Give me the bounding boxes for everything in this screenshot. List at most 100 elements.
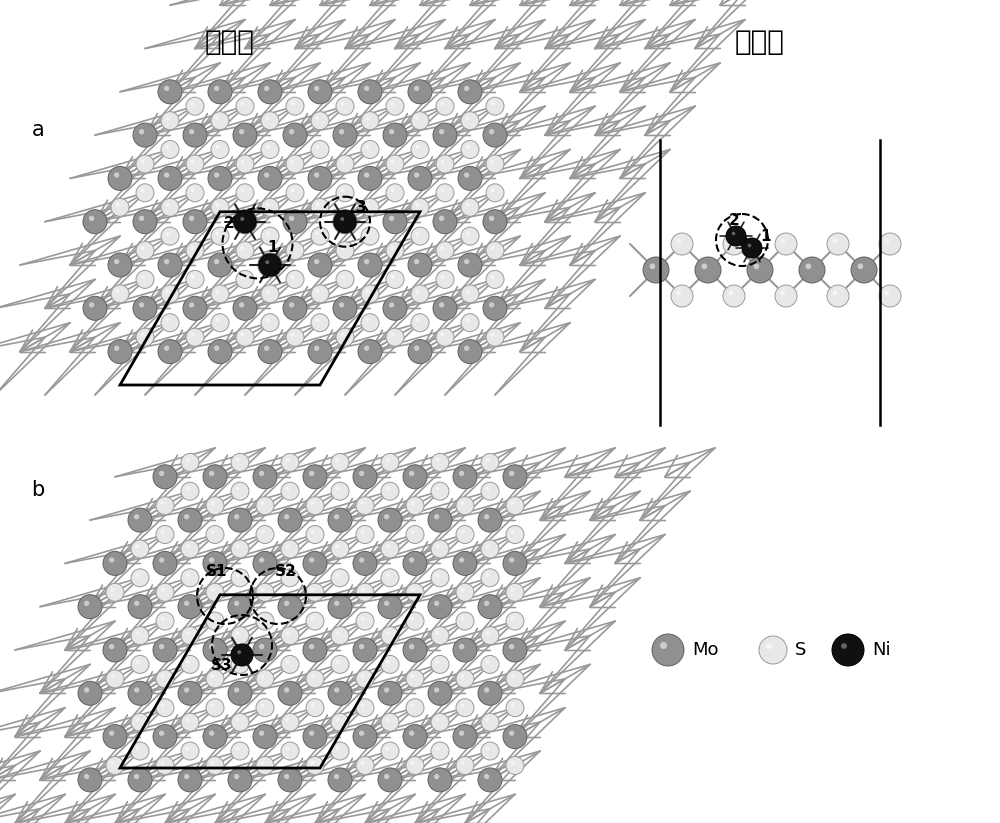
Circle shape	[403, 638, 427, 662]
Circle shape	[490, 188, 494, 193]
Circle shape	[306, 756, 324, 774]
Circle shape	[431, 453, 449, 472]
Circle shape	[331, 742, 349, 760]
Circle shape	[253, 638, 277, 662]
Circle shape	[236, 97, 254, 115]
Circle shape	[186, 746, 189, 751]
Circle shape	[164, 86, 169, 91]
Circle shape	[851, 257, 877, 283]
Circle shape	[331, 714, 349, 731]
Circle shape	[253, 551, 277, 575]
Circle shape	[340, 102, 344, 105]
Circle shape	[336, 184, 354, 202]
Circle shape	[486, 486, 489, 491]
Circle shape	[161, 198, 179, 216]
Circle shape	[237, 650, 241, 654]
Circle shape	[336, 574, 339, 577]
Circle shape	[484, 514, 489, 519]
Circle shape	[316, 202, 319, 207]
Circle shape	[160, 616, 164, 621]
Circle shape	[206, 584, 224, 602]
Circle shape	[203, 638, 227, 662]
Circle shape	[216, 319, 219, 322]
Circle shape	[264, 86, 269, 91]
Circle shape	[416, 290, 419, 293]
Circle shape	[214, 86, 219, 91]
Circle shape	[134, 601, 139, 606]
Circle shape	[233, 123, 257, 147]
Circle shape	[259, 731, 264, 736]
Circle shape	[433, 296, 457, 320]
Circle shape	[281, 482, 299, 500]
Circle shape	[106, 670, 124, 688]
Circle shape	[456, 670, 474, 688]
Circle shape	[503, 551, 527, 575]
Circle shape	[360, 674, 364, 678]
Circle shape	[775, 233, 797, 255]
Circle shape	[178, 595, 202, 619]
Circle shape	[406, 756, 424, 774]
Circle shape	[186, 242, 204, 259]
Circle shape	[166, 290, 169, 293]
Circle shape	[236, 574, 239, 577]
Circle shape	[281, 626, 299, 644]
Circle shape	[181, 540, 199, 558]
Circle shape	[334, 514, 339, 519]
Circle shape	[386, 271, 404, 288]
Circle shape	[466, 290, 469, 293]
Circle shape	[490, 332, 494, 337]
Circle shape	[436, 328, 454, 346]
Circle shape	[436, 718, 439, 722]
Circle shape	[511, 616, 514, 621]
Circle shape	[131, 742, 149, 760]
Circle shape	[490, 275, 494, 279]
Circle shape	[511, 530, 514, 534]
Circle shape	[503, 638, 527, 662]
Circle shape	[153, 465, 177, 489]
Circle shape	[311, 285, 329, 303]
Circle shape	[386, 486, 389, 491]
Circle shape	[409, 731, 414, 736]
Circle shape	[780, 239, 785, 244]
Circle shape	[284, 774, 289, 779]
Circle shape	[340, 217, 344, 221]
Circle shape	[134, 774, 139, 779]
Circle shape	[84, 601, 89, 606]
Circle shape	[258, 166, 282, 190]
Circle shape	[827, 233, 849, 255]
Circle shape	[358, 80, 382, 104]
Circle shape	[754, 263, 759, 269]
Circle shape	[723, 285, 745, 307]
Circle shape	[190, 246, 194, 250]
Circle shape	[311, 227, 329, 245]
Circle shape	[334, 211, 356, 233]
Circle shape	[799, 257, 825, 283]
Circle shape	[509, 471, 514, 476]
Circle shape	[484, 774, 489, 779]
Circle shape	[84, 774, 89, 779]
Circle shape	[164, 259, 169, 264]
Circle shape	[361, 141, 379, 159]
Circle shape	[260, 703, 264, 707]
Circle shape	[133, 296, 157, 320]
Circle shape	[136, 746, 139, 751]
Circle shape	[333, 123, 357, 147]
Circle shape	[461, 112, 479, 130]
Circle shape	[286, 660, 289, 664]
Circle shape	[780, 291, 785, 295]
Circle shape	[208, 166, 232, 190]
Circle shape	[406, 497, 424, 514]
Circle shape	[156, 670, 174, 688]
Circle shape	[164, 346, 169, 351]
Circle shape	[156, 612, 174, 630]
Circle shape	[303, 551, 327, 575]
Circle shape	[411, 761, 414, 765]
Circle shape	[359, 644, 364, 649]
Circle shape	[128, 595, 152, 619]
Circle shape	[336, 271, 354, 288]
Circle shape	[506, 670, 524, 688]
Circle shape	[464, 86, 469, 91]
Circle shape	[166, 202, 169, 207]
Circle shape	[140, 275, 144, 279]
Circle shape	[366, 319, 369, 322]
